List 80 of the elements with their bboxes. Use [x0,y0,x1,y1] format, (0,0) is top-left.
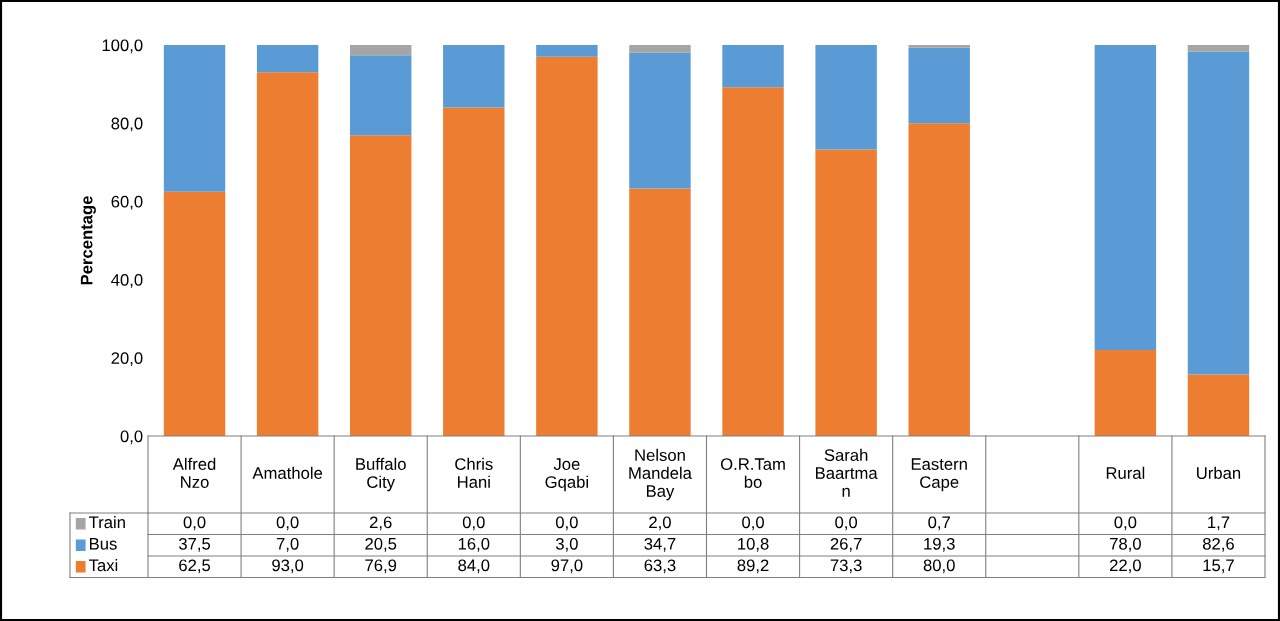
x-tick-label: Urban [1197,466,1241,479]
x-tick-label: Amathole [252,466,323,479]
x-tick-label: Joe Gqabi [545,458,588,492]
data-label: 2,6 [369,516,392,531]
bar [629,188,691,436]
data-label: 0,0 [183,516,206,531]
data-label: 3,0 [555,537,578,552]
data-label: 62,5 [179,559,211,574]
data-label: 0,0 [835,516,858,531]
bar [163,45,226,192]
data-label: 0,7 [928,516,950,531]
data-label: 78,0 [1110,537,1141,552]
data-label: 16,0 [458,537,490,552]
data-label: 73,3 [830,559,862,574]
x-tick-label: Rural [1106,466,1145,479]
bar [349,55,412,136]
y-tick-label: 0,0 [120,430,143,445]
bar [256,45,319,73]
data-label: 89,2 [737,559,769,574]
x-tick-label: Eastern Cape [911,458,967,492]
bar [629,45,691,53]
data-label: 63,3 [644,559,676,574]
bar [1187,51,1250,375]
data-label: 84,0 [458,559,490,574]
x-tick-label: O.R.Tam bo [720,458,785,488]
bar [908,47,970,124]
data-label: 7,0 [276,537,299,552]
data-label: 82,6 [1202,537,1234,552]
bar [1094,349,1157,436]
bar [1094,45,1157,350]
bar [1187,374,1250,436]
data-label: 2,0 [649,516,671,531]
bar [722,45,784,88]
data-label: 80,0 [923,559,955,574]
bar [629,52,691,189]
bar [908,123,970,436]
y-axis-title: Percentage [80,196,96,285]
x-tick-label: Chris Hani [455,457,493,488]
data-label: 34,7 [644,537,676,552]
data-label: 22,0 [1110,559,1141,574]
data-label: 0,0 [462,516,485,531]
bar [815,45,877,150]
data-label: 0,0 [742,516,764,531]
data-label: 76,9 [365,559,397,574]
bar [443,45,505,108]
y-tick-label: 20,0 [111,352,143,366]
x-tick-label: Buffalo City [356,457,406,492]
y-tick-label: 60,0 [111,195,143,210]
y-tick-label: 80,0 [111,117,143,132]
data-label: 1,7 [1208,516,1230,531]
data-label: 19,3 [924,537,955,552]
data-label: 93,0 [272,559,304,574]
bar [908,45,970,48]
bar [443,107,505,436]
bar [1187,45,1250,52]
bar [349,45,412,56]
data-label: 26,7 [830,537,862,552]
legend-label: Bus [89,538,117,550]
bar [163,191,226,436]
y-tick-label: 100,0 [102,39,143,54]
bar [349,135,412,436]
data-label: 0,0 [276,516,299,531]
data-label: 0,0 [555,516,578,531]
x-tick-label: Sarah Baartma n [816,448,878,497]
y-tick-label: 40,0 [111,274,143,288]
x-tick-label: Nelson Mandela Bay [629,448,692,501]
data-label: 15,7 [1203,559,1234,574]
data-label: 97,0 [551,559,583,574]
legend-label: Taxi [88,558,118,572]
data-label: 20,5 [365,537,397,552]
bar [256,72,319,436]
data-label: 10,8 [738,537,769,552]
data-label: 37,5 [178,537,211,552]
data-label: 0,0 [1114,516,1137,531]
bar [815,149,877,436]
bar [536,56,598,436]
bar [536,45,598,57]
x-tick-label: Alfred Nzo [172,457,216,488]
bar [722,87,784,436]
legend-label: Train [88,515,125,529]
